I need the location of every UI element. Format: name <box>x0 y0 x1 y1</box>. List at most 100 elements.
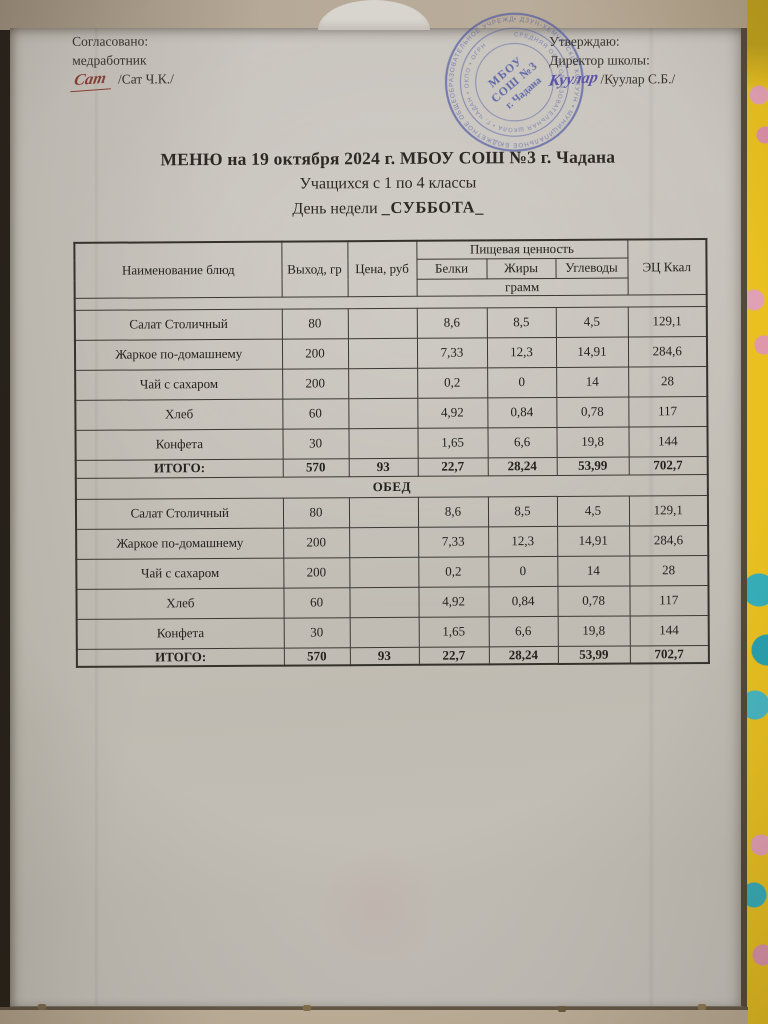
wall-background-bottom <box>0 1007 748 1024</box>
menu-cell-output: 200 <box>283 557 350 588</box>
menu-cell-protein: 4,92 <box>417 397 488 428</box>
menu-row: Хлеб 60 4,92 0,84 0,78 117 <box>76 585 709 619</box>
approval-right-signature-line: Куулар/Куулар С.Б./ <box>547 69 676 90</box>
menu-row: Жаркое по-домашнему 200 7,33 12,3 14,91 284,6 <box>74 336 708 370</box>
approval-left-line1: Согласовано: <box>72 33 149 49</box>
menu-cell-carbs: 14,91 <box>557 525 630 556</box>
menu-cell-energy: 117 <box>628 396 708 427</box>
menu-cell-price <box>349 526 419 558</box>
menu-cell-name: Хлеб <box>76 587 284 619</box>
menu-cell-energy: 129,1 <box>628 495 709 526</box>
menu-cell-fat: 12,3 <box>486 336 557 368</box>
menu-cell-output: 200 <box>282 368 349 399</box>
menu-paper-sheet <box>10 28 747 1008</box>
total-fat: 28,24 <box>487 456 557 476</box>
approval-left-signature-line: Сат /Сат Ч.К./ <box>70 68 174 93</box>
menu-cell-energy: 129,1 <box>627 306 707 337</box>
header-nutrition: Пищевая ценность <box>416 239 628 259</box>
menu-row: Хлеб 60 4,92 0,84 0,78 117 <box>75 396 708 430</box>
menu-cell-protein: 8,6 <box>416 307 487 338</box>
menu-cell-carbs: 0,78 <box>557 585 630 616</box>
handwritten-signature-red: Сат <box>70 68 115 93</box>
menu-cell-output: 80 <box>281 308 348 339</box>
header-protein: Белки <box>416 258 487 279</box>
menu-cell-output: 60 <box>282 398 349 429</box>
total-label: ИТОГО: <box>76 647 284 667</box>
menu-cell-name: Салат Столичный <box>74 308 282 340</box>
menu-cell-protein: 7,33 <box>416 337 488 368</box>
approval-left-line2: медработник <box>72 52 147 68</box>
header-output: Выход, гр <box>281 241 348 297</box>
menu-cell-energy: 284,6 <box>627 336 708 367</box>
menu-cell-output: 30 <box>283 617 350 648</box>
menu-row: Чай с сахаром 200 0,2 0 14 28 <box>75 366 708 400</box>
header-carbs: Углеводы <box>555 257 628 278</box>
day-prefix: День недели <box>292 200 382 218</box>
menu-row: Салат Столичный 80 8,6 8,5 4,5 129,1 <box>75 495 709 529</box>
total-row-lunch: ИТОГО: 570 93 22,7 28,24 53,99 702,7 <box>76 645 709 667</box>
total-output: 570 <box>283 647 350 666</box>
menu-cell-energy: 144 <box>628 426 708 457</box>
menu-cell-output: 200 <box>281 338 349 369</box>
menu-cell-carbs: 19,8 <box>557 615 630 646</box>
menu-cell-price <box>348 367 418 399</box>
round-school-stamp: • ДЗУН-ХЕМЧИКСКИЙ КОЖУУН • МУНИЦИПАЛЬНОЕ… <box>433 1 584 152</box>
menu-cell-carbs: 4,5 <box>555 306 628 337</box>
menu-cell-protein: 0,2 <box>417 367 488 398</box>
menu-cell-protein: 8,6 <box>417 496 489 527</box>
menu-cell-fat: 6,6 <box>488 615 558 647</box>
menu-day-line: День недели _СУББОТА_ <box>68 196 708 220</box>
total-energy: 702,7 <box>629 645 709 664</box>
total-label: ИТОГО: <box>75 458 283 478</box>
total-protein: 22,7 <box>418 646 489 665</box>
menu-cell-price <box>347 307 417 339</box>
menu-cell-protein: 7,33 <box>418 526 489 557</box>
menu-cell-energy: 28 <box>628 366 708 397</box>
tack-marks <box>38 1004 46 1010</box>
menu-cell-output: 30 <box>282 428 349 459</box>
menu-cell-name: Хлеб <box>75 398 283 430</box>
menu-cell-price <box>349 556 419 588</box>
menu-cell-output: 80 <box>282 497 350 528</box>
total-price: 93 <box>349 646 419 666</box>
menu-cell-name: Конфета <box>76 617 284 649</box>
menu-cell-carbs: 19,8 <box>556 426 629 457</box>
header-price: Цена, руб <box>347 240 417 297</box>
menu-cell-energy: 28 <box>629 555 709 586</box>
menu-cell-protein: 0,2 <box>418 556 489 587</box>
menu-section-lunch: Салат Столичный 80 8,6 8,5 4,5 129,1 Жаркое по… <box>75 495 709 649</box>
floral-wallpaper-strip <box>747 0 768 1024</box>
menu-cell-name: Жаркое по-домашнему <box>76 527 284 559</box>
menu-title: МЕНЮ на 19 октября 2024 г. МБОУ СОШ №3 г… <box>160 146 616 170</box>
total-carbs: 53,99 <box>556 456 629 475</box>
menu-table-header: Наименование блюд Выход, гр Цена, руб Пи… <box>74 239 707 298</box>
menu-cell-carbs: 14,91 <box>555 336 629 367</box>
menu-row: Чай с сахаром 200 0,2 0 14 28 <box>76 555 709 589</box>
day-value: _СУББОТА_ <box>381 197 485 218</box>
menu-cell-price <box>347 337 418 369</box>
menu-cell-output: 200 <box>283 527 350 558</box>
menu-cell-name: Конфета <box>75 428 283 460</box>
menu-table: Наименование блюд Выход, гр Цена, руб Пи… <box>73 238 710 668</box>
menu-cell-fat: 12,3 <box>488 525 558 557</box>
menu-cell-fat: 6,6 <box>487 426 557 458</box>
menu-cell-carbs: 4,5 <box>556 495 630 526</box>
menu-cell-name: Жаркое по-домашнему <box>74 338 283 370</box>
total-price: 93 <box>348 457 418 477</box>
menu-cell-protein: 1,65 <box>418 616 489 647</box>
menu-cell-price <box>348 427 418 459</box>
approval-block-left: Согласовано: медработник Сат /Сат Ч.К./ <box>70 31 174 93</box>
menu-subtitle-classes: Учащихся с 1 по 4 классы <box>299 174 477 193</box>
menu-cell-fat: 0 <box>488 555 558 587</box>
menu-cell-fat: 0,84 <box>488 585 558 617</box>
handwritten-signature-blue: Куулар <box>547 69 600 90</box>
menu-cell-energy: 117 <box>629 585 709 616</box>
menu-cell-carbs: 14 <box>557 555 630 586</box>
header-energy: ЭЦ Ккал <box>627 239 707 295</box>
total-energy: 702,7 <box>628 456 708 475</box>
menu-row: Жаркое по-домашнему 200 7,33 12,3 14,91 284,6 <box>76 525 709 559</box>
menu-cell-fat: 8,5 <box>487 495 558 527</box>
total-protein: 22,7 <box>417 457 488 476</box>
total-output: 570 <box>282 458 349 477</box>
menu-row: Конфета 30 1,65 6,6 19,8 144 <box>76 615 709 649</box>
